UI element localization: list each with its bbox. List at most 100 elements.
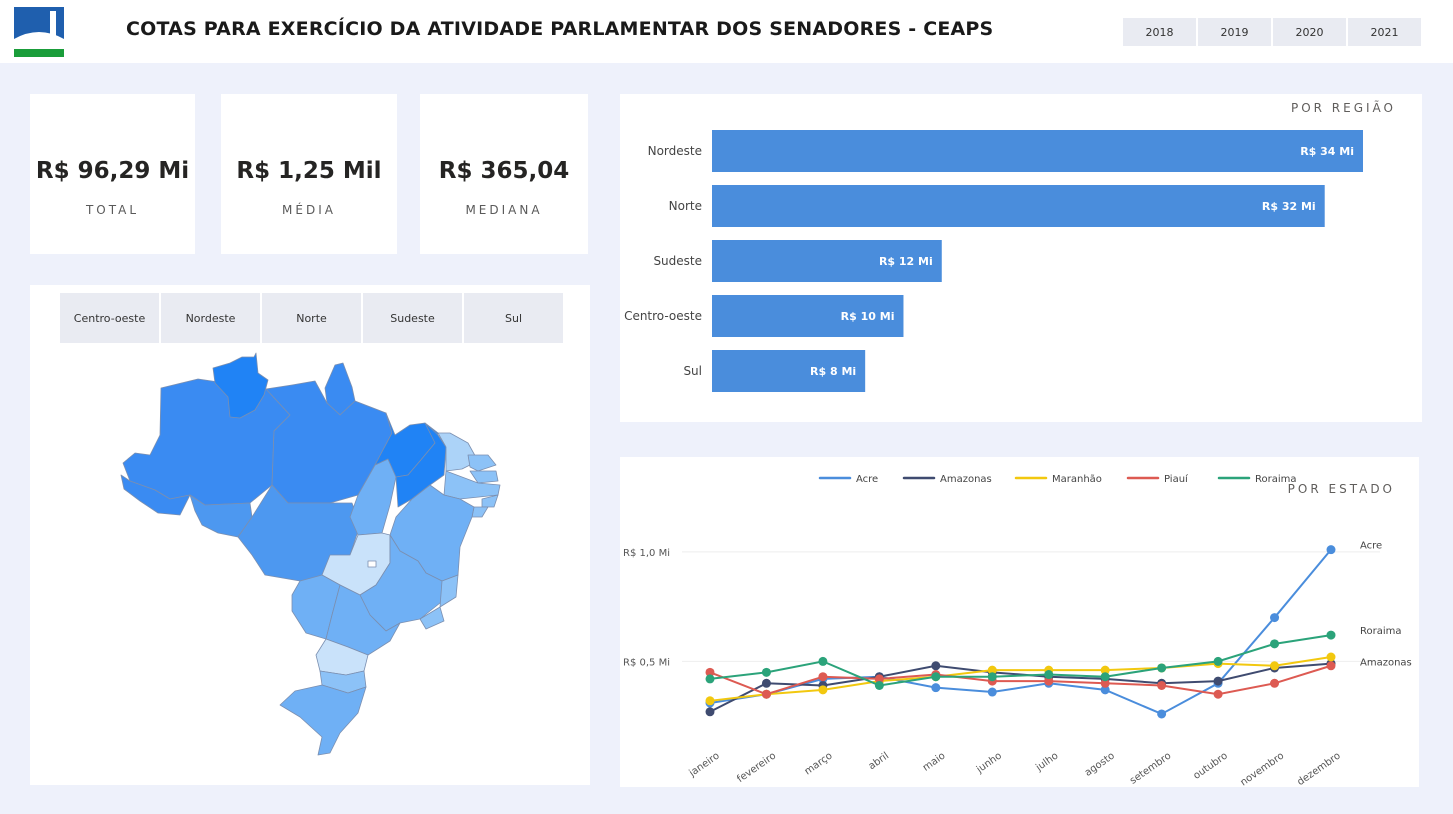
state-rio-grande-do-sul[interactable] [279,684,367,756]
data-point[interactable] [1157,680,1167,690]
data-point[interactable] [1326,661,1336,671]
x-tick-label: dezembro [1295,750,1342,787]
data-point[interactable] [931,672,941,682]
series-line-maranhão [709,656,1332,702]
data-point[interactable] [818,685,828,695]
state-distrito-federal[interactable] [367,560,377,568]
data-point[interactable] [1213,676,1223,686]
state-amazonas[interactable] [122,378,291,506]
data-point[interactable] [1270,613,1280,623]
legend-label[interactable]: Acre [856,474,878,485]
bar-nordeste[interactable] [712,130,1363,172]
legend-label[interactable]: Piauí [1164,473,1189,485]
bar-centro-oeste[interactable] [712,295,904,337]
data-point[interactable] [987,687,997,697]
bar-norte[interactable] [712,185,1325,227]
data-point[interactable] [1326,652,1336,662]
data-point[interactable] [1270,661,1280,671]
state-espirito-santo[interactable] [439,574,459,608]
data-point[interactable] [1270,639,1280,649]
state-alagoas[interactable] [481,494,499,508]
data-point[interactable] [705,674,715,684]
state-rio-grande-do-norte[interactable] [467,454,497,472]
series-end-label: Amazonas [1360,657,1412,668]
legend-label[interactable]: Amazonas [940,474,992,485]
data-point[interactable] [705,707,715,717]
year-button-2019[interactable]: 2019 [1198,18,1271,46]
region-tab-sul[interactable]: Sul [464,293,563,343]
data-point[interactable] [874,674,884,684]
region-tab-sudeste[interactable]: Sudeste [363,293,462,343]
kpi-value: R$ 1,25 Mil [236,158,382,184]
kpi-card-mediana: R$ 365,04 MEDIANA [420,94,588,254]
series-end-label: Acre [1360,541,1382,552]
state-chart-title: POR ESTADO [1287,482,1395,496]
data-point[interactable] [818,656,828,666]
bar-sudeste[interactable] [712,240,942,282]
state-sao-paulo[interactable] [325,584,401,656]
state-chart-panel: POR ESTADO R$ 1,0 Mi R$ 0,5 Mi janeiro feve… [620,457,1419,787]
data-point[interactable] [705,667,715,677]
page-title: COTAS PARA EXERCÍCIO DA ATIVIDADE PARLAM… [126,18,994,40]
legend-label[interactable]: Maranhão [1052,474,1102,485]
data-point[interactable] [1213,656,1223,666]
bar-category-label: Sudeste [653,254,702,268]
data-point[interactable] [705,696,715,706]
state-rio-de-janeiro[interactable] [419,606,445,630]
data-point[interactable] [1157,709,1167,719]
data-point[interactable] [1326,545,1336,555]
data-point[interactable] [987,665,997,675]
kpi-card-total: R$ 96,29 Mi TOTAL [30,94,195,254]
data-point[interactable] [987,672,997,682]
series-line-roraima [709,634,1332,687]
data-point[interactable] [874,680,884,690]
kpi-card-media: R$ 1,25 Mil MÉDIA [221,94,397,254]
data-point[interactable] [1100,678,1110,688]
data-point[interactable] [1213,689,1223,699]
bar-category-label: Nordeste [648,144,702,158]
series-line-amazonas [709,662,1332,713]
bar-data-label: R$ 10 Mi [841,310,895,323]
data-point[interactable] [761,689,771,699]
header: COTAS PARA EXERCÍCIO DA ATIVIDADE PARLAM… [0,0,1453,63]
y-tick-label: R$ 0,5 Mi [623,657,670,668]
series-line-piauí [709,664,1332,696]
data-point[interactable] [1326,630,1336,640]
state-line-chart: R$ 1,0 Mi R$ 0,5 Mi janeiro fevereiro março a… [623,473,1412,787]
senado-logo [14,7,64,57]
state-sergipe[interactable] [471,506,489,518]
legend-label[interactable]: Roraima [1255,474,1297,485]
bar-data-label: R$ 34 Mi [1300,145,1354,158]
data-point[interactable] [1270,678,1280,688]
data-point[interactable] [1157,663,1167,673]
state-roraima[interactable] [212,352,269,419]
bar-data-label: R$ 8 Mi [810,365,856,378]
year-button-2018[interactable]: 2018 [1123,18,1196,46]
data-point[interactable] [761,667,771,677]
state-acre[interactable] [120,474,191,516]
data-point[interactable] [1100,665,1110,675]
bar-category-label: Norte [669,199,702,213]
series-line-acre [709,549,1332,716]
data-point[interactable] [1100,685,1110,695]
x-tick-label: junho [974,750,1004,776]
data-point[interactable] [931,683,941,693]
region-tab-nordeste[interactable]: Nordeste [161,293,260,343]
state-paraiba[interactable] [469,470,499,484]
data-point[interactable] [1100,672,1110,682]
bar-data-label: R$ 32 Mi [1262,200,1316,213]
x-tick-label: janeiro [687,750,722,779]
data-point[interactable] [761,678,771,688]
data-point[interactable] [931,661,941,671]
data-point[interactable] [1044,676,1054,686]
region-tab-centro-oeste[interactable]: Centro-oeste [60,293,159,343]
year-filter: 2018 2019 2020 2021 [1123,18,1421,46]
year-button-2020[interactable]: 2020 [1273,18,1346,46]
x-tick-label: março [803,750,835,777]
region-tab-norte[interactable]: Norte [262,293,361,343]
x-tick-label: fevereiro [735,750,778,785]
bar-sul[interactable] [712,350,866,392]
data-point[interactable] [1044,670,1054,680]
data-point[interactable] [818,672,828,682]
year-button-2021[interactable]: 2021 [1348,18,1421,46]
